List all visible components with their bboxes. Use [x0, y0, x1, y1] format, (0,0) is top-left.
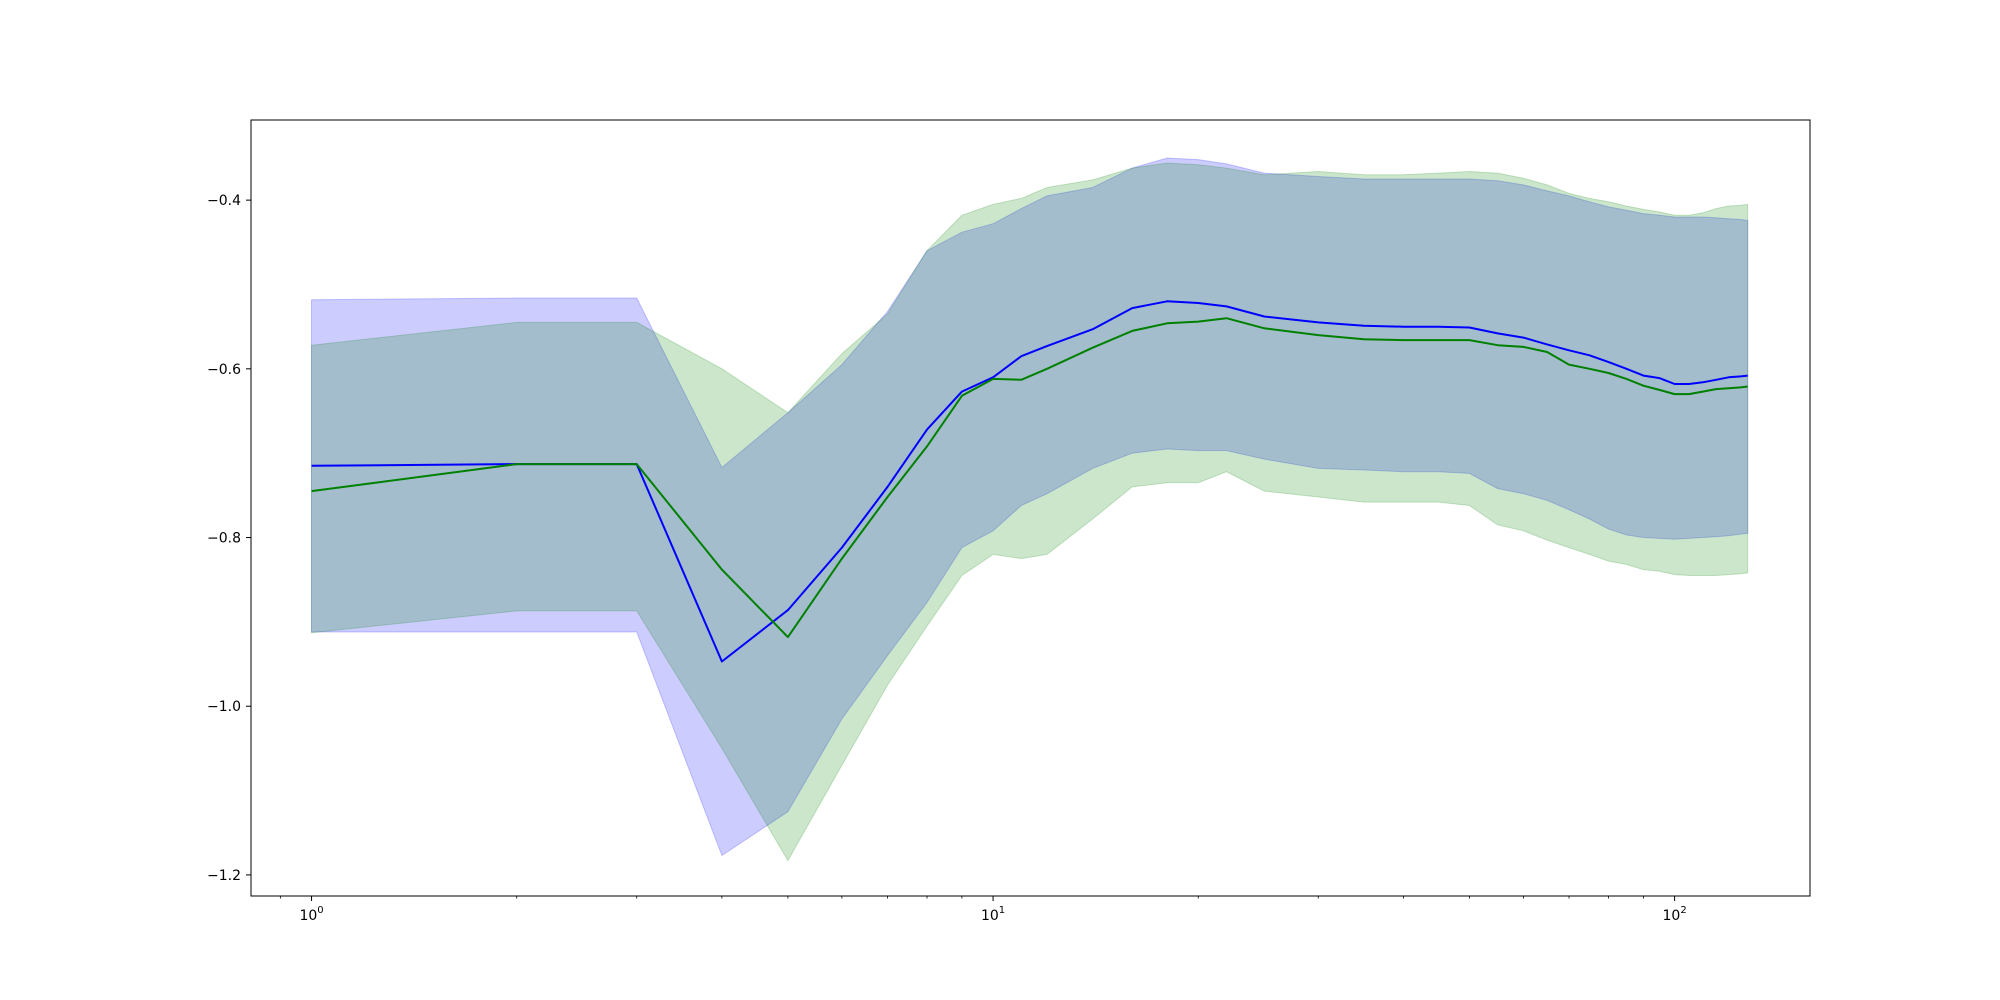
- x-axis: 100 101 102: [279, 896, 1687, 924]
- y-tick-label: −1.2: [207, 868, 241, 884]
- y-axis: −0.4 −0.6 −0.8 −1.0 −1.2: [207, 193, 251, 884]
- x-tick-label: 100: [299, 905, 323, 924]
- y-tick-label: −0.8: [207, 531, 241, 547]
- confidence-band-series-2: [311, 162, 1749, 862]
- mean-lines: [311, 300, 1748, 663]
- x-tick-label: 101: [981, 905, 1005, 924]
- plot-area-frame: [250, 119, 1811, 897]
- x-tick-label: 102: [1663, 905, 1687, 924]
- y-tick-label: −0.4: [207, 193, 241, 209]
- y-tick-label: −0.6: [207, 362, 241, 378]
- confidence-bands: [311, 157, 1749, 862]
- mean-line-series-2: [311, 317, 1748, 639]
- y-tick-label: −1.0: [207, 699, 241, 715]
- confidence-band-series-1: [311, 157, 1749, 857]
- mean-line-series-1: [311, 300, 1748, 663]
